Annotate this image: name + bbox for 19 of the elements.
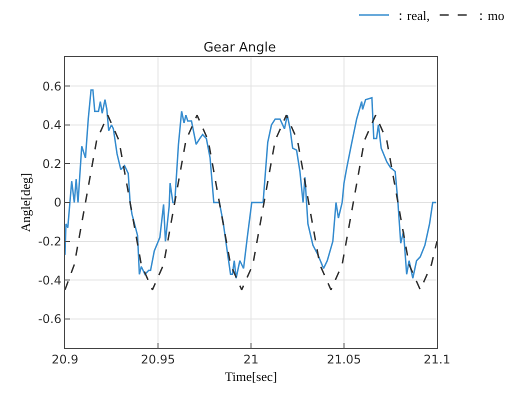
x-tick-label: 20.9	[52, 352, 78, 366]
y-tick-label: 0.4	[42, 118, 62, 132]
x-tick-label: 21	[243, 352, 259, 366]
line-series	[65, 89, 437, 279]
line-series	[65, 114, 437, 291]
y-tick-label: -0.4	[38, 273, 62, 288]
x-axis-title: Time[sec]	[224, 369, 278, 384]
y-tick-label: 0	[54, 196, 62, 210]
y-tick-label: 0.2	[42, 156, 62, 171]
x-tick-label: 21.1	[424, 352, 450, 366]
legend-label: ：real,	[394, 8, 430, 24]
y-tick-label: -0.2	[38, 234, 62, 248]
legend-label: ：mo	[474, 8, 504, 24]
y-axis-title: Angle[deg]	[18, 172, 34, 232]
chart-title: Gear Angle	[203, 40, 276, 56]
y-tick-label: -0.6	[38, 312, 62, 326]
x-tick-label: 21.05	[326, 352, 362, 366]
x-tick-label: 20.95	[140, 352, 176, 366]
y-tick-label: 0.6	[42, 79, 62, 94]
